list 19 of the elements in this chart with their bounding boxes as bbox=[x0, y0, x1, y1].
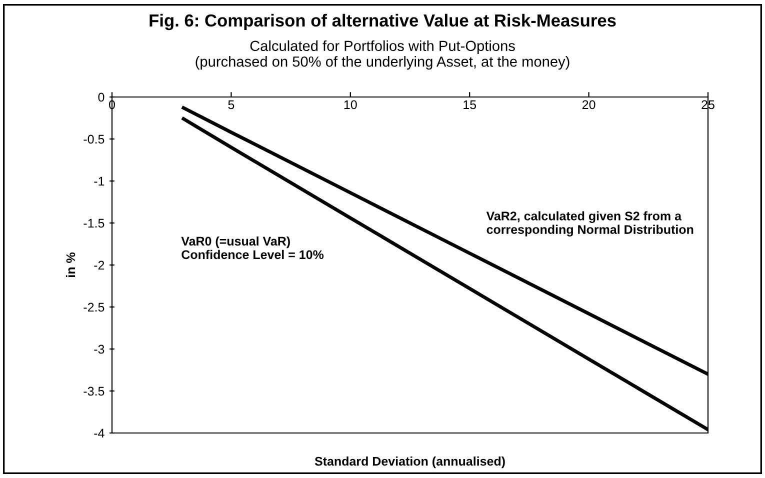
y-axis-title: in % bbox=[66, 252, 76, 277]
annotation: VaR2, calculated given S2 from a corresponding Normal Distribution bbox=[486, 211, 694, 236]
x-tick-label: 20 bbox=[582, 100, 596, 110]
y-tick-label: -1.5 bbox=[84, 218, 104, 228]
x-axis-title: Standard Deviation (annualised) bbox=[314, 456, 505, 468]
y-tick-label: -4 bbox=[94, 428, 104, 438]
y-tick-label: 0 bbox=[98, 92, 104, 102]
chart-title: Fig. 6: Comparison of alternative Value at Risk-Measures bbox=[150, 14, 616, 30]
y-tick-label: -2 bbox=[94, 260, 104, 270]
y-tick-label: -1 bbox=[94, 176, 104, 186]
annotation: VaR0 (=usual VaR) Confidence Level = 10% bbox=[181, 236, 324, 260]
x-tick-label: 10 bbox=[344, 100, 357, 110]
x-tick-label: 15 bbox=[464, 100, 476, 110]
y-tick-label: -3 bbox=[94, 344, 104, 354]
y-tick-label: -0.5 bbox=[84, 134, 104, 144]
x-tick-label: 5 bbox=[228, 100, 234, 110]
y-tick-label: -3.5 bbox=[84, 386, 104, 396]
y-tick-label: -2.5 bbox=[84, 302, 104, 312]
chart-subtitle: Calculated for Portfolios with Put-Options (purchased on 50% of the underlying Asset, at the money) bbox=[196, 40, 570, 70]
